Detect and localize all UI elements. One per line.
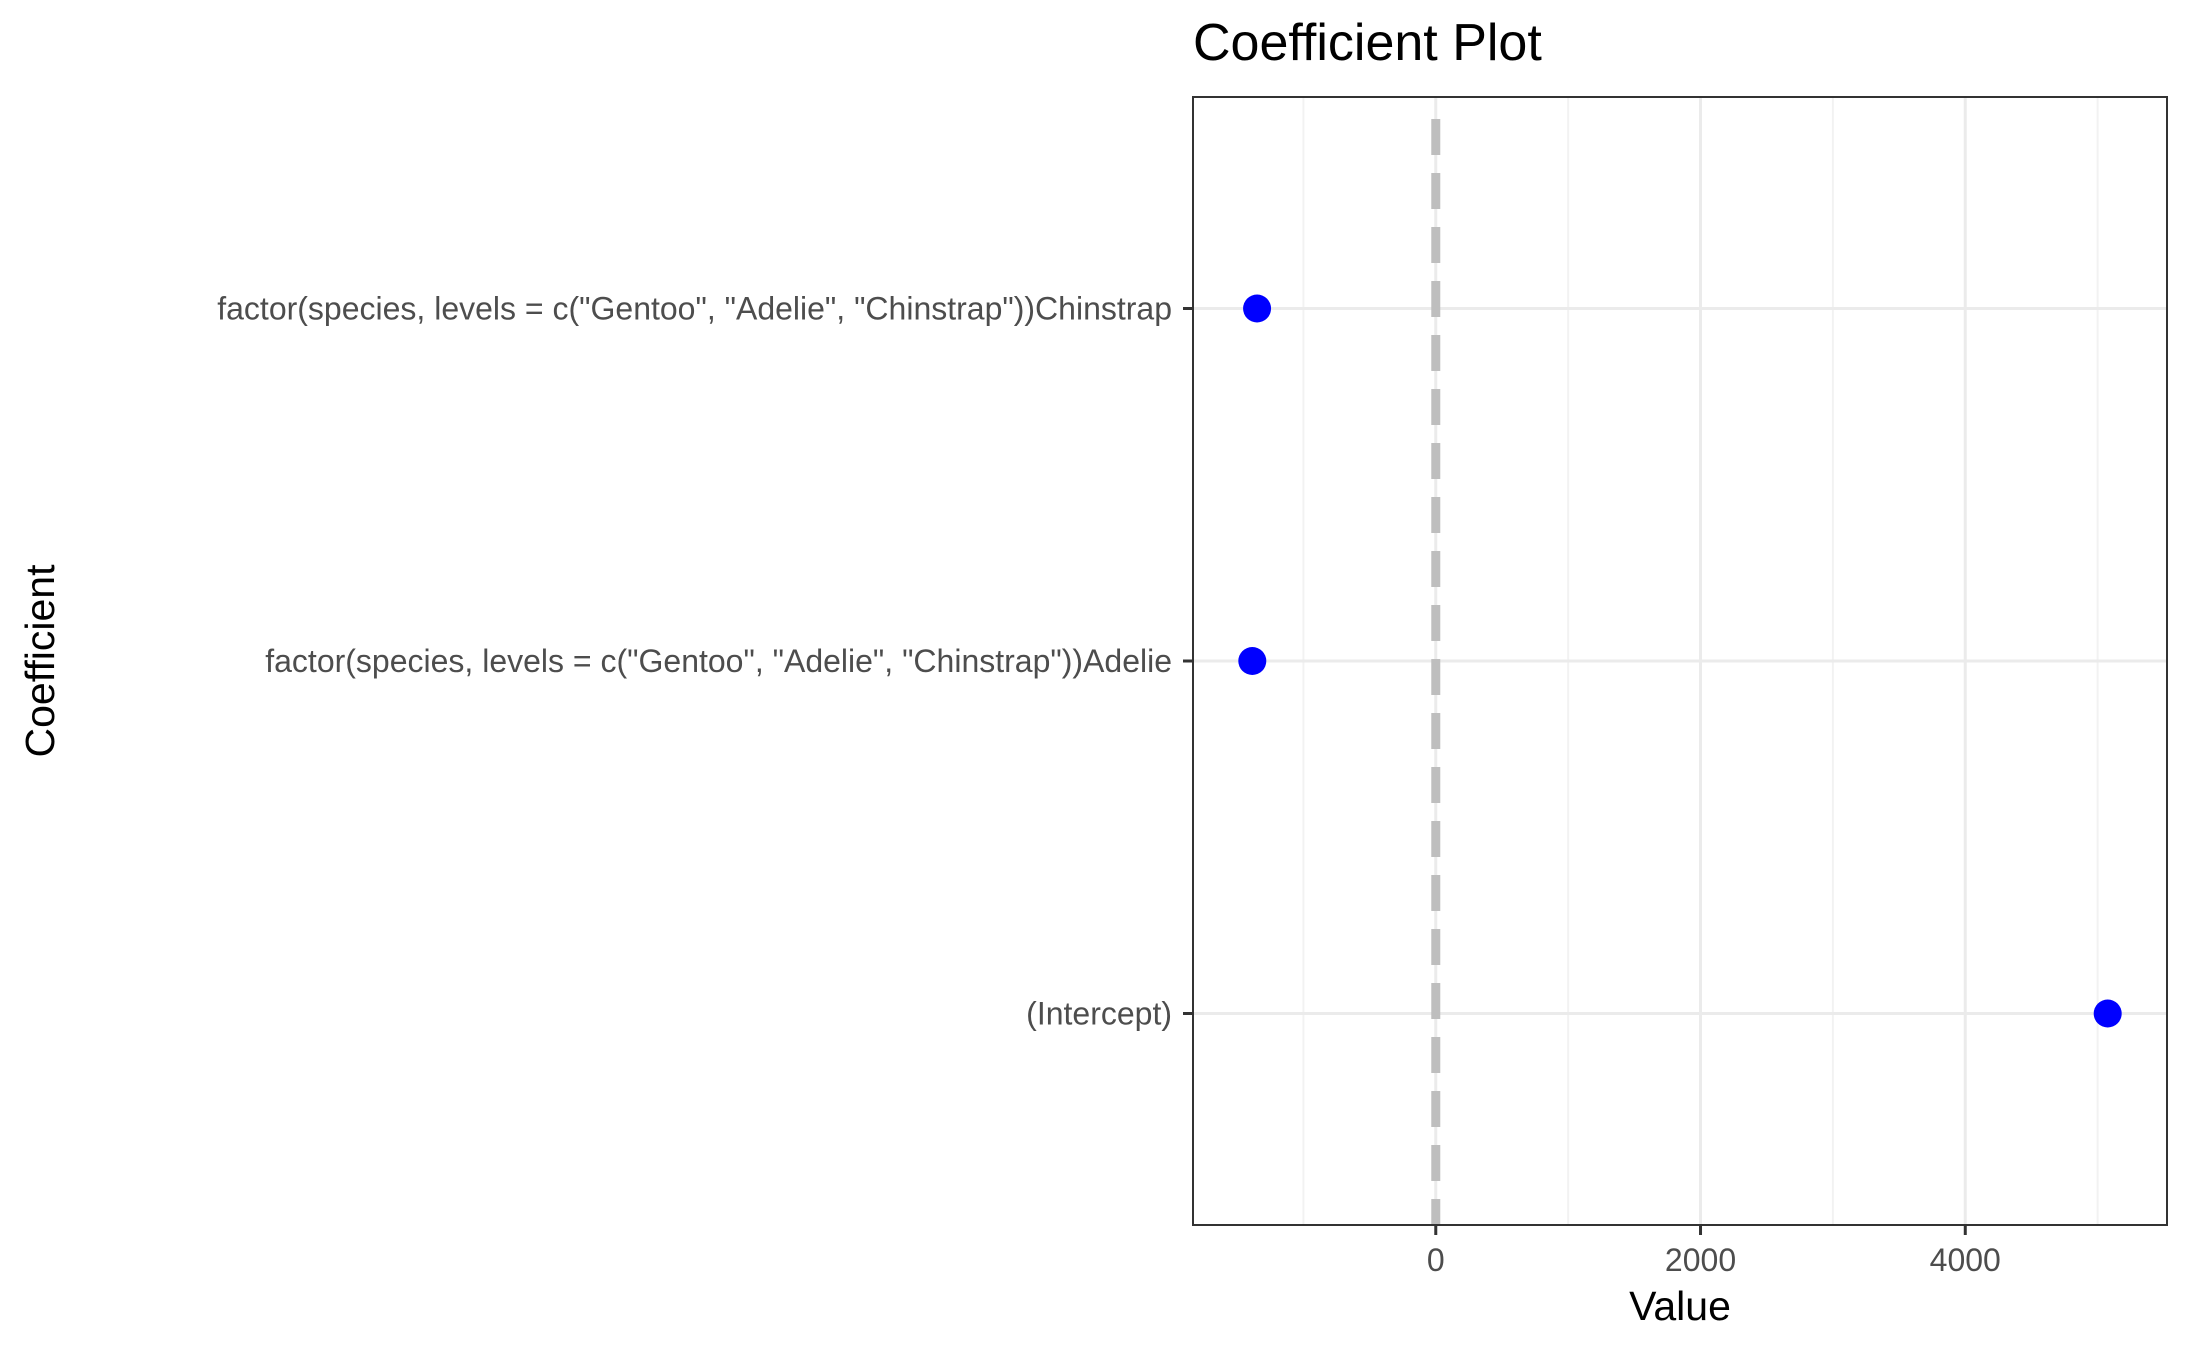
x-tick-label: 2000: [1665, 1242, 1736, 1278]
y-tick-label: factor(species, levels = c("Gentoo", "Ad…: [265, 643, 1172, 679]
chart-title: Coefficient Plot: [1193, 14, 1542, 72]
x-tick-label: 4000: [1930, 1242, 2001, 1278]
x-tick-label: 0: [1427, 1242, 1445, 1278]
x-axis: 0 2000 4000: [1427, 1225, 2001, 1278]
y-tick-label: factor(species, levels = c("Gentoo", "Ad…: [217, 291, 1172, 327]
coefficient-point: [1238, 647, 1267, 675]
coefficient-point: [1243, 294, 1272, 323]
major-gridlines: [1193, 97, 2167, 1225]
x-axis-title: Value: [1629, 1283, 1731, 1329]
y-axis: (Intercept) factor(species, levels = c("G…: [217, 291, 1193, 1032]
y-tick-label: (Intercept): [1026, 996, 1172, 1032]
coefficient-points: [1238, 294, 2122, 1028]
coefficient-point: [2093, 999, 2122, 1028]
y-axis-title: Coefficient: [17, 564, 63, 758]
